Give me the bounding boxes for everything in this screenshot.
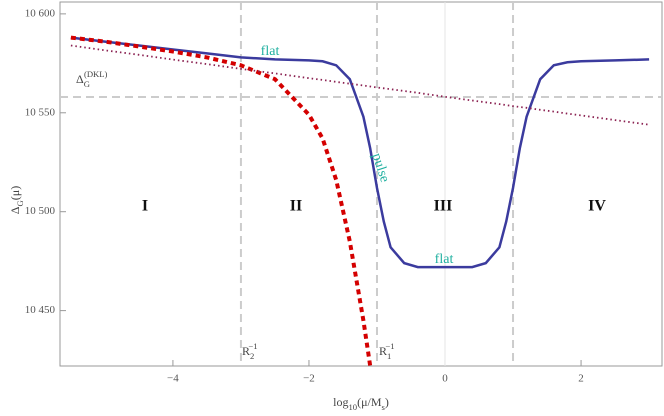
series-line xyxy=(70,35,373,366)
label-part: 2 xyxy=(250,351,254,361)
label-part: −1 xyxy=(385,341,394,351)
x-tick-label: 0 xyxy=(442,373,448,385)
y-tick-label: 10 500 xyxy=(25,205,56,217)
region-label: II xyxy=(290,198,302,215)
label-part: ) xyxy=(385,395,389,409)
divider-label: R1−1 xyxy=(379,341,395,361)
label-part: log xyxy=(333,395,348,409)
y-tick-label: 10 600 xyxy=(25,7,56,19)
label-part: (μ) xyxy=(8,186,22,200)
label-part: −1 xyxy=(248,341,257,351)
label-part: (μ/M xyxy=(357,395,382,409)
series-line xyxy=(70,36,650,269)
label-part: Δ xyxy=(76,72,84,86)
y-axis-label: ΔG(μ) xyxy=(8,186,25,214)
divider-label: R2−1 xyxy=(242,341,258,361)
label-part: G xyxy=(15,200,25,206)
region-label: I xyxy=(142,198,148,215)
label-part: R xyxy=(379,344,387,358)
label-part: s xyxy=(382,402,386,412)
x-tick-label: 2 xyxy=(578,373,584,385)
frame xyxy=(59,1,663,367)
series-line xyxy=(70,44,650,126)
reference-label: ΔG(DKL) xyxy=(76,69,108,89)
region-label: IV xyxy=(588,198,606,215)
region-label: III xyxy=(434,198,453,215)
label-part: R xyxy=(242,344,250,358)
label-part: Δ xyxy=(8,206,22,214)
annotation: pulse xyxy=(369,152,392,185)
label-part: G xyxy=(84,79,90,89)
label-part: 1 xyxy=(387,351,391,361)
annotation: flat xyxy=(435,252,454,267)
y-tick-label: 10 450 xyxy=(25,304,56,316)
x-tick-label: −2 xyxy=(303,373,315,385)
x-axis-label: log10(μ/Ms) xyxy=(333,395,389,412)
label-part: 10 xyxy=(348,402,357,412)
y-tick-label: 10 550 xyxy=(25,106,56,118)
x-tick-label: −4 xyxy=(167,373,179,385)
label-part: (DKL) xyxy=(84,69,108,79)
annotation: flat xyxy=(261,44,280,59)
